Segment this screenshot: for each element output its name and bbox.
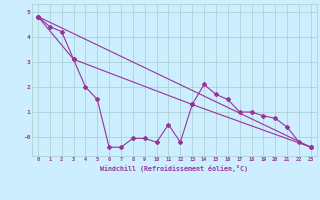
X-axis label: Windchill (Refroidissement éolien,°C): Windchill (Refroidissement éolien,°C) bbox=[100, 165, 248, 172]
